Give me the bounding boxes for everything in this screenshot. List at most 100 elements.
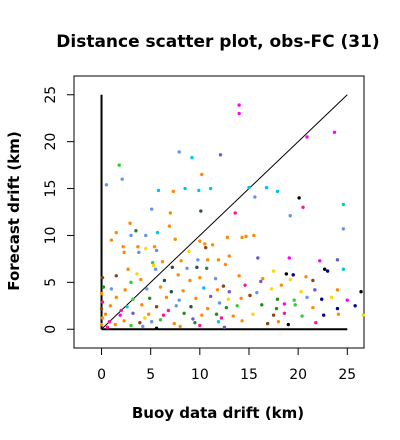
- data-point: [168, 211, 173, 215]
- data-point: [160, 260, 165, 264]
- data-point: [185, 266, 189, 270]
- data-point: [171, 189, 175, 194]
- data-point: [322, 267, 327, 271]
- data-point: [99, 291, 104, 296]
- data-point: [151, 263, 156, 268]
- data-point: [300, 314, 304, 318]
- data-point: [149, 320, 154, 324]
- data-point: [291, 273, 295, 277]
- data-point: [190, 155, 194, 160]
- data-point: [189, 305, 193, 309]
- data-point: [269, 287, 274, 291]
- data-point: [301, 205, 305, 210]
- data-point: [198, 239, 202, 243]
- data-point: [293, 303, 297, 307]
- data-point: [208, 186, 213, 191]
- data-point: [188, 278, 192, 283]
- reference-lines: [100, 94, 348, 331]
- data-point: [173, 237, 177, 241]
- data-point: [131, 297, 135, 301]
- data-point: [321, 313, 326, 317]
- y-tick-label: 5: [43, 278, 59, 287]
- data-point: [118, 313, 122, 317]
- data-point: [288, 277, 292, 282]
- data-point: [235, 304, 239, 308]
- data-point: [251, 312, 255, 316]
- data-point: [121, 245, 125, 249]
- data-point: [158, 285, 163, 289]
- data-point: [311, 278, 315, 283]
- data-point: [166, 308, 171, 313]
- data-point: [341, 227, 346, 231]
- data-point: [153, 267, 158, 271]
- data-point: [181, 289, 185, 293]
- data-point: [233, 211, 237, 215]
- data-point: [161, 313, 166, 317]
- data-point: [187, 249, 191, 254]
- data-point: [137, 250, 141, 255]
- data-point: [231, 314, 235, 318]
- scatter-points: [99, 103, 365, 331]
- data-point: [274, 306, 279, 311]
- data-point: [227, 254, 232, 258]
- data-point: [169, 290, 174, 294]
- data-point: [215, 288, 220, 292]
- x-axis-ticks: 0 5 10 15 20 25: [97, 348, 356, 383]
- x-tick-label: 10: [191, 367, 209, 383]
- x-tick-label: 20: [289, 367, 307, 383]
- data-point: [197, 188, 201, 193]
- data-point: [264, 185, 269, 190]
- data-point: [182, 311, 186, 315]
- data-point: [299, 290, 303, 294]
- data-point: [136, 245, 140, 249]
- data-point: [227, 290, 232, 294]
- data-point: [248, 293, 252, 298]
- data-point: [260, 303, 264, 307]
- data-point: [255, 290, 259, 295]
- data-point: [223, 262, 228, 267]
- data-point: [109, 238, 114, 242]
- data-point: [213, 276, 218, 281]
- data-point: [154, 248, 159, 253]
- data-point: [117, 163, 121, 167]
- data-point: [217, 301, 222, 305]
- data-point: [314, 320, 318, 325]
- data-point: [139, 277, 143, 282]
- data-point: [99, 322, 104, 327]
- data-point: [178, 324, 182, 329]
- y-tick-label: 10: [43, 227, 59, 245]
- data-point: [194, 296, 198, 300]
- data-point: [275, 297, 280, 301]
- data-point: [282, 311, 287, 315]
- data-point: [313, 288, 317, 292]
- data-point: [305, 135, 309, 139]
- data-point: [279, 283, 284, 287]
- reference-line-diagonal: [101, 94, 348, 330]
- data-point: [156, 188, 161, 193]
- data-point: [237, 111, 241, 116]
- data-point: [292, 298, 296, 302]
- data-point: [114, 274, 118, 278]
- data-point: [128, 221, 132, 225]
- data-point: [244, 234, 248, 239]
- x-tick-label: 15: [240, 367, 258, 383]
- data-point: [336, 312, 341, 316]
- data-point: [247, 185, 251, 190]
- data-point: [129, 323, 133, 328]
- data-point: [252, 233, 256, 238]
- data-point: [104, 183, 109, 187]
- data-point: [345, 298, 349, 302]
- data-point: [325, 269, 330, 273]
- data-point: [202, 286, 206, 290]
- data-point: [108, 304, 113, 308]
- x-tick-label: 5: [146, 367, 155, 383]
- data-point: [147, 312, 151, 316]
- data-point: [276, 320, 281, 324]
- data-point: [167, 224, 172, 228]
- data-point: [154, 326, 159, 331]
- data-point: [119, 308, 123, 313]
- plot-frame: [73, 75, 365, 349]
- data-point: [129, 233, 133, 238]
- data-point: [131, 311, 135, 315]
